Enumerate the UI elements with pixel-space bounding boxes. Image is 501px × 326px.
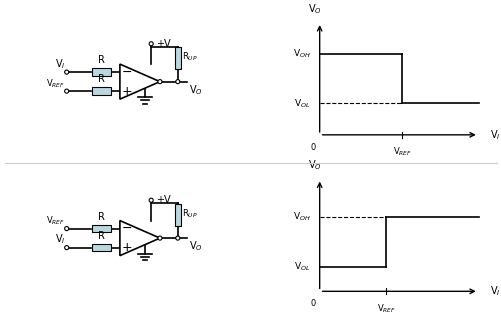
- Text: R: R: [98, 74, 104, 84]
- Text: V$_{REF}$: V$_{REF}$: [392, 146, 411, 158]
- Circle shape: [65, 70, 69, 74]
- Circle shape: [65, 245, 69, 250]
- Text: R$_{UP}$: R$_{UP}$: [182, 51, 198, 63]
- Circle shape: [175, 80, 179, 84]
- Text: +: +: [121, 241, 132, 254]
- Bar: [92, 68, 110, 76]
- Circle shape: [158, 236, 162, 240]
- Polygon shape: [120, 64, 160, 99]
- Text: R: R: [98, 55, 104, 65]
- Circle shape: [158, 80, 162, 84]
- Text: V$_{OL}$: V$_{OL}$: [294, 260, 310, 273]
- Circle shape: [65, 89, 69, 93]
- Bar: [92, 244, 110, 251]
- Text: +: +: [121, 85, 132, 98]
- Bar: [92, 87, 110, 95]
- Text: V$_O$: V$_O$: [308, 2, 322, 16]
- Text: R$_{UP}$: R$_{UP}$: [182, 207, 198, 219]
- Text: +V: +V: [156, 39, 170, 49]
- Text: V$_{OL}$: V$_{OL}$: [294, 97, 310, 110]
- Text: 0: 0: [310, 299, 315, 308]
- Polygon shape: [120, 221, 160, 256]
- Circle shape: [65, 227, 69, 230]
- Text: V$_{REF}$: V$_{REF}$: [376, 302, 395, 315]
- Text: +V: +V: [156, 195, 170, 205]
- Circle shape: [149, 42, 153, 46]
- Text: −: −: [121, 222, 132, 235]
- Text: −: −: [121, 66, 132, 79]
- Text: V$_I$: V$_I$: [489, 284, 499, 298]
- Text: V$_O$: V$_O$: [188, 83, 202, 97]
- Text: R: R: [98, 230, 104, 241]
- Text: V$_{OH}$: V$_{OH}$: [293, 48, 310, 60]
- Text: V$_I$: V$_I$: [489, 128, 499, 142]
- Text: V$_{REF}$: V$_{REF}$: [46, 77, 65, 90]
- Text: 0: 0: [310, 143, 315, 152]
- Bar: [174, 48, 181, 69]
- Circle shape: [175, 236, 179, 240]
- Text: V$_I$: V$_I$: [55, 57, 65, 70]
- Text: V$_I$: V$_I$: [55, 232, 65, 246]
- Text: V$_O$: V$_O$: [308, 158, 322, 172]
- Text: V$_{REF}$: V$_{REF}$: [46, 215, 65, 227]
- Circle shape: [149, 198, 153, 202]
- Bar: [174, 204, 181, 226]
- Text: V$_O$: V$_O$: [188, 240, 202, 254]
- Text: V$_{OH}$: V$_{OH}$: [293, 211, 310, 223]
- Bar: [92, 225, 110, 232]
- Text: R: R: [98, 212, 104, 222]
